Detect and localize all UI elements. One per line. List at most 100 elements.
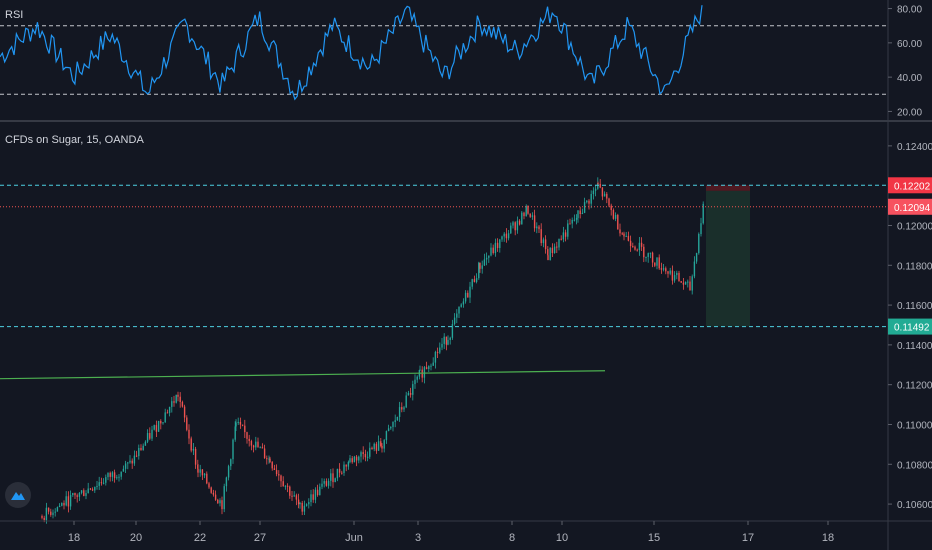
rsi-tick-label: 60.00 [897,39,922,50]
candle-body [658,257,660,269]
time-tick-label: 3 [415,532,421,544]
candle-body [684,281,687,285]
candle-body [377,441,380,451]
candle-body [325,481,328,486]
candle-body [625,235,627,237]
candle-body [246,432,248,439]
candle-body [120,471,122,477]
candle-body [443,336,445,344]
candle-body [261,447,264,449]
candle-body [647,253,649,257]
candle-body [583,202,586,213]
candle-body [210,487,212,493]
candle-body [301,502,303,512]
candle-body [567,223,569,237]
candle-body [135,455,138,457]
candle-body [527,206,529,214]
time-tick-label: 15 [648,532,660,544]
candle-body [291,495,293,497]
candle-body [56,507,59,512]
candle-body [414,379,416,385]
symbol-label[interactable]: CFDs on Sugar, 15, OANDA [5,134,144,146]
candle-body [80,490,83,493]
candle-body [428,366,430,369]
candle-body [116,477,118,479]
candle-body [286,485,289,487]
candle-body [345,464,347,467]
candle-body [321,483,323,487]
candle-body [460,304,462,307]
candle-body [133,455,136,464]
candle-body [122,468,125,472]
candle-body [153,425,155,430]
candle-body [544,239,547,250]
price-tick-label: 0.11400 [897,341,932,352]
candle-body [188,429,190,439]
candle-body [85,493,87,496]
candle-body [614,214,617,219]
candle-body [45,507,48,521]
candle-body [168,406,171,413]
candle-body [69,495,72,507]
candle-body [347,461,350,467]
candle-body [689,281,691,291]
candle-body [680,281,682,283]
candle-body [164,412,166,423]
tradingview-logo-icon[interactable] [5,482,31,508]
candle-body [355,456,358,461]
rsi-label[interactable]: RSI [5,9,24,21]
candle-body [601,187,604,197]
candle-body [312,494,314,500]
candle-body [636,249,638,251]
candle-body [481,265,483,269]
candle-body [47,507,50,512]
candle-body [558,238,560,248]
candle-body [149,433,151,439]
candle-body [221,500,223,510]
candle-body [575,217,578,220]
candle-body [632,246,634,248]
candle-body [394,420,396,422]
price-tick-label: 0.12000 [897,221,932,232]
candle-body [594,188,597,191]
candle-body [212,492,215,495]
candle-body [523,212,525,217]
candle-body [521,212,523,225]
candle-body [278,474,280,476]
candle-body [467,292,469,298]
candle-body [416,376,418,380]
candle-body [588,200,590,204]
candle-body [553,246,556,254]
candle-body [662,268,665,270]
candle-body [78,492,81,497]
rsi-tick-label: 20.00 [897,107,922,118]
candle-body [654,262,656,266]
candle-body [160,420,162,424]
candle-body [330,473,332,481]
candle-body [499,239,501,248]
candle-body [266,458,268,460]
candle-body [619,229,621,234]
candle-body [571,219,573,224]
candle-body [100,482,103,484]
candle-body [263,448,266,459]
candle-body [531,215,534,217]
candle-body [271,462,273,469]
candle-body [396,416,399,421]
candle-body [671,270,674,281]
candle-body [235,422,237,427]
candle-body [157,420,160,432]
candle-body [479,262,481,269]
rsi-pane [0,5,888,101]
candle-body [627,235,630,241]
candle-body [629,240,632,247]
candle-body [282,481,284,487]
candle-body [54,511,56,513]
candle-body [371,447,373,450]
candle-body [284,485,287,487]
candle-body [483,259,486,266]
candle-body [551,247,554,254]
candle-body [665,268,667,272]
price-tick-label: 0.11200 [897,381,932,392]
